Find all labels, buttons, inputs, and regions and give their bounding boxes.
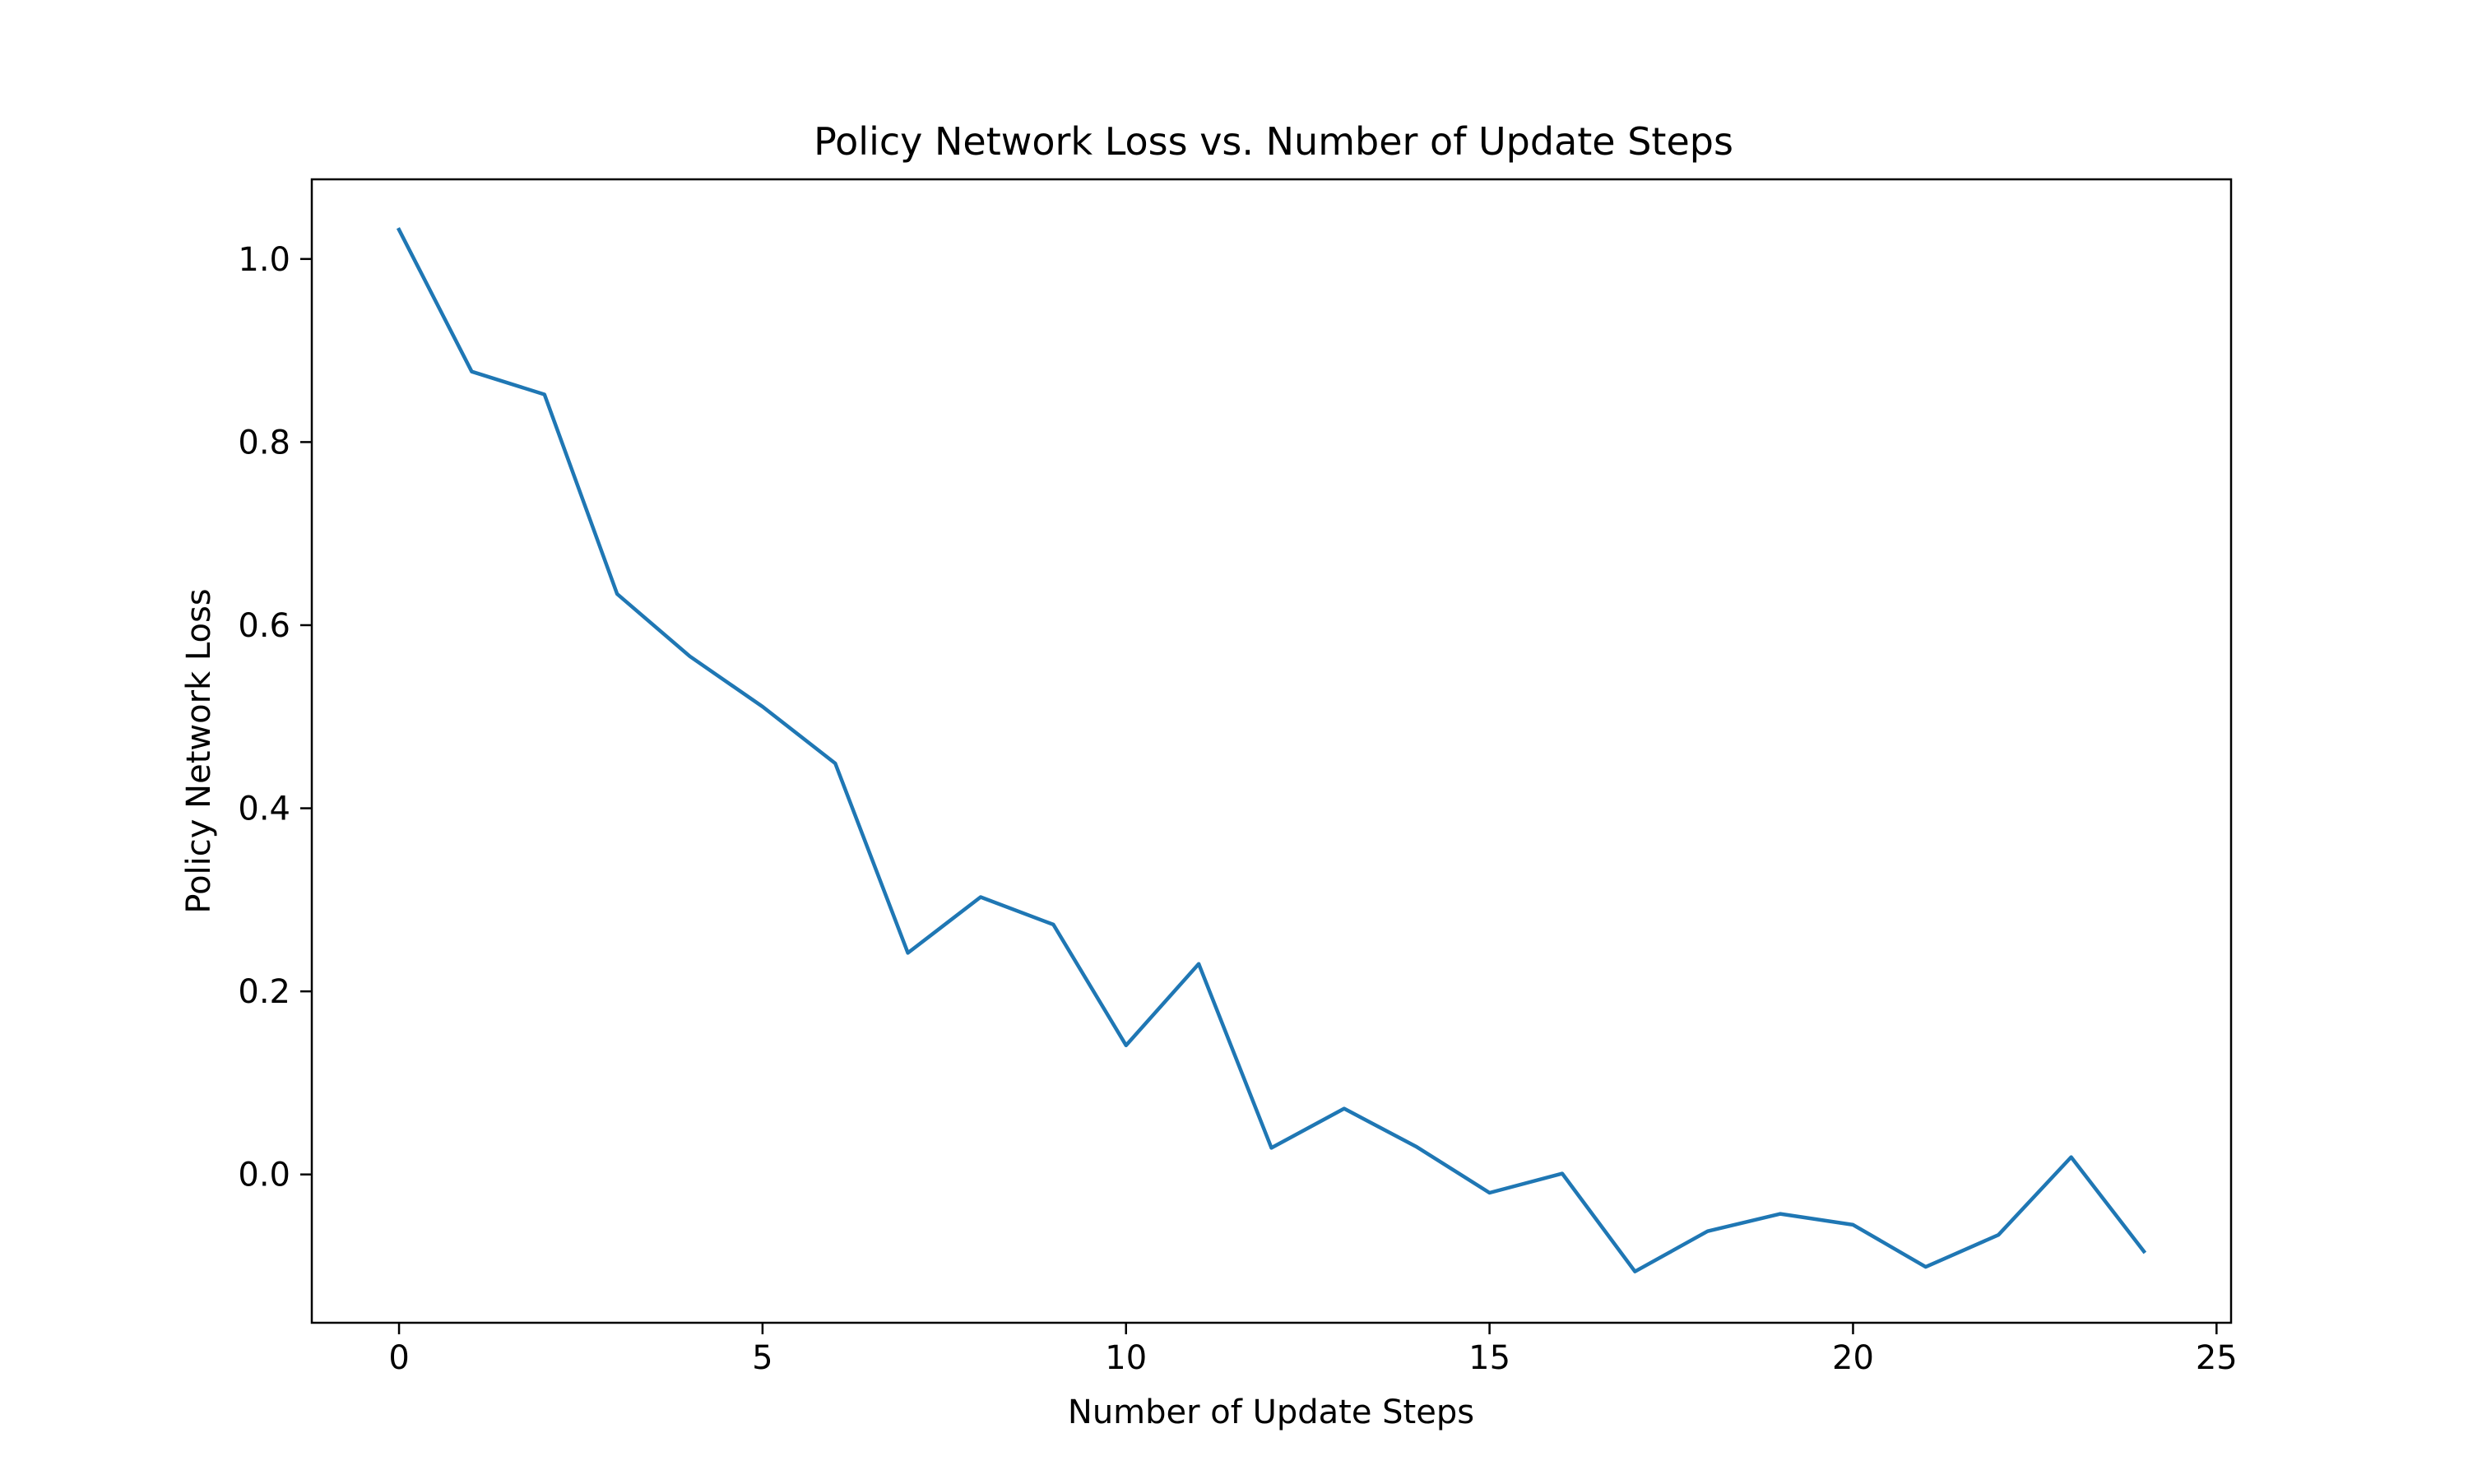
x-tick-label: 15 xyxy=(1468,1339,1510,1377)
axes-frame xyxy=(310,178,2233,1324)
chart-title: Policy Network Loss vs. Number of Update… xyxy=(814,119,1733,164)
x-axis-label: Number of Update Steps xyxy=(1068,1394,1474,1431)
y-axis-label: Policy Network Loss xyxy=(180,588,218,913)
y-tick-label: 0.4 xyxy=(238,791,290,828)
plot-area: 0 5 10 15 20 25 0.0 0.2 0.4 0.6 0.8 1.0 xyxy=(238,178,2238,1377)
x-tick-label: 20 xyxy=(1832,1339,1874,1377)
x-tick-label: 25 xyxy=(2196,1339,2238,1377)
y-tick-label: 0.0 xyxy=(238,1157,290,1194)
series-line xyxy=(396,227,2147,1273)
y-tick-label: 0.2 xyxy=(238,973,290,1011)
x-tick-label: 10 xyxy=(1105,1339,1147,1377)
y-tick-label: 0.8 xyxy=(238,424,290,461)
y-tick-label: 1.0 xyxy=(238,241,290,279)
x-axis-ticks: 0 5 10 15 20 25 xyxy=(388,1323,2238,1377)
series-layer xyxy=(396,227,2147,1273)
y-tick-label: 0.6 xyxy=(238,607,290,645)
x-tick-label: 0 xyxy=(388,1339,409,1377)
y-axis-ticks: 0.0 0.2 0.4 0.6 0.8 1.0 xyxy=(238,241,312,1194)
x-tick-label: 5 xyxy=(752,1339,772,1377)
